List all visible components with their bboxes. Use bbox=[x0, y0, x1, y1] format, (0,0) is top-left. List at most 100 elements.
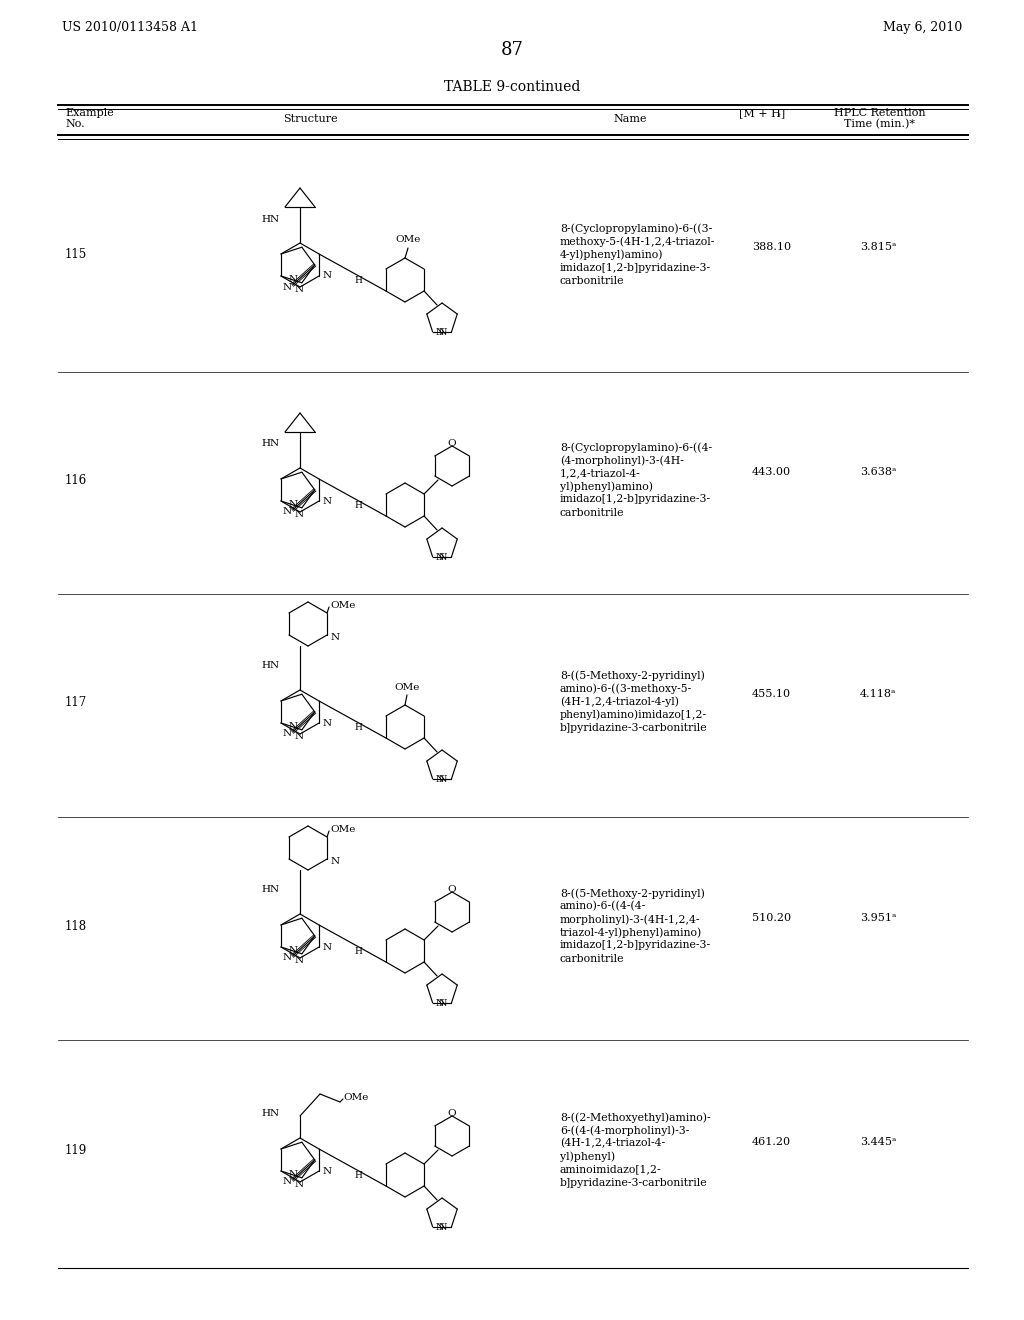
Text: 4-yl)phenyl)amino): 4-yl)phenyl)amino) bbox=[560, 249, 664, 260]
Text: yl)phenyl)amino): yl)phenyl)amino) bbox=[560, 482, 653, 492]
Text: 8-(Cyclopropylamino)-6-((3-: 8-(Cyclopropylamino)-6-((3- bbox=[560, 223, 713, 234]
Text: Structure: Structure bbox=[283, 114, 337, 124]
Text: (4H-1,2,4-triazol-4-: (4H-1,2,4-triazol-4- bbox=[560, 1138, 666, 1148]
Text: imidazo[1,2-b]pyridazine-3-: imidazo[1,2-b]pyridazine-3- bbox=[560, 263, 711, 273]
Text: N: N bbox=[323, 718, 331, 727]
Text: 87: 87 bbox=[501, 41, 523, 59]
Text: N: N bbox=[435, 329, 444, 338]
Text: H: H bbox=[354, 502, 362, 510]
Text: TABLE 9-continued: TABLE 9-continued bbox=[443, 81, 581, 94]
Text: N: N bbox=[435, 553, 444, 562]
Text: N: N bbox=[323, 942, 331, 952]
Text: N: N bbox=[323, 496, 331, 506]
Text: 8-((5-Methoxy-2-pyridinyl): 8-((5-Methoxy-2-pyridinyl) bbox=[560, 671, 705, 681]
Text: 455.10: 455.10 bbox=[752, 689, 792, 700]
Text: 118: 118 bbox=[65, 920, 87, 932]
Text: N: N bbox=[439, 1224, 447, 1233]
Text: N: N bbox=[439, 775, 447, 784]
Text: imidazo[1,2-b]pyridazine-3-: imidazo[1,2-b]pyridazine-3- bbox=[560, 495, 711, 504]
Text: N: N bbox=[283, 730, 292, 738]
Text: N: N bbox=[289, 946, 298, 956]
Text: H: H bbox=[354, 723, 362, 733]
Text: 8-((2-Methoxyethyl)amino)-: 8-((2-Methoxyethyl)amino)- bbox=[560, 1113, 711, 1123]
Text: N: N bbox=[295, 956, 304, 965]
Text: yl)phenyl): yl)phenyl) bbox=[560, 1151, 615, 1162]
Text: N: N bbox=[295, 510, 304, 519]
Text: amino)-6-((3-methoxy-5-: amino)-6-((3-methoxy-5- bbox=[560, 684, 692, 694]
Text: 116: 116 bbox=[65, 474, 87, 487]
Text: US 2010/0113458 A1: US 2010/0113458 A1 bbox=[62, 21, 198, 34]
Text: O: O bbox=[447, 886, 457, 895]
Text: 3.815ᵃ: 3.815ᵃ bbox=[860, 242, 896, 252]
Text: No.: No. bbox=[65, 119, 85, 129]
Text: OMe: OMe bbox=[330, 601, 355, 610]
Text: OMe: OMe bbox=[330, 825, 355, 833]
Text: 8-(Cyclopropylamino)-6-((4-: 8-(Cyclopropylamino)-6-((4- bbox=[560, 442, 712, 453]
Text: N: N bbox=[323, 1167, 331, 1176]
Text: H: H bbox=[354, 1171, 362, 1180]
Text: carbonitrile: carbonitrile bbox=[560, 953, 625, 964]
Text: Name: Name bbox=[613, 114, 647, 124]
Text: carbonitrile: carbonitrile bbox=[560, 507, 625, 517]
Text: phenyl)amino)imidazo[1,2-: phenyl)amino)imidazo[1,2- bbox=[560, 710, 708, 721]
Text: HN: HN bbox=[262, 661, 280, 671]
Text: aminoimidazo[1,2-: aminoimidazo[1,2- bbox=[560, 1164, 662, 1175]
Text: N: N bbox=[289, 500, 298, 510]
Text: N: N bbox=[435, 999, 444, 1008]
Text: N: N bbox=[283, 507, 292, 516]
Text: N: N bbox=[439, 553, 447, 562]
Text: 510.20: 510.20 bbox=[752, 913, 792, 923]
Text: H: H bbox=[354, 946, 362, 956]
Text: HN: HN bbox=[262, 440, 280, 449]
Text: N: N bbox=[295, 285, 304, 293]
Text: b]pyridazine-3-carbonitrile: b]pyridazine-3-carbonitrile bbox=[560, 1177, 708, 1188]
Text: 3.638ᵃ: 3.638ᵃ bbox=[860, 467, 896, 477]
Text: morpholinyl)-3-(4H-1,2,4-: morpholinyl)-3-(4H-1,2,4- bbox=[560, 915, 700, 925]
Text: N: N bbox=[289, 722, 298, 731]
Text: O: O bbox=[447, 1110, 457, 1118]
Text: N: N bbox=[330, 857, 339, 866]
Text: HN: HN bbox=[262, 1110, 280, 1118]
Text: HN: HN bbox=[262, 886, 280, 895]
Text: imidazo[1,2-b]pyridazine-3-: imidazo[1,2-b]pyridazine-3- bbox=[560, 940, 711, 950]
Text: N: N bbox=[330, 632, 339, 642]
Text: [M + H]: [M + H] bbox=[739, 108, 785, 117]
Text: OMe: OMe bbox=[395, 235, 421, 244]
Text: carbonitrile: carbonitrile bbox=[560, 276, 625, 286]
Text: N: N bbox=[283, 282, 292, 292]
Text: N: N bbox=[295, 731, 304, 741]
Text: N: N bbox=[295, 1180, 304, 1188]
Text: H: H bbox=[354, 276, 362, 285]
Text: N: N bbox=[283, 1177, 292, 1187]
Text: HPLC Retention: HPLC Retention bbox=[835, 108, 926, 117]
Text: 443.00: 443.00 bbox=[752, 467, 792, 477]
Text: (4-morpholinyl)-3-(4H-: (4-morpholinyl)-3-(4H- bbox=[560, 455, 684, 466]
Text: N: N bbox=[435, 775, 444, 784]
Text: N: N bbox=[439, 999, 447, 1008]
Text: 1,2,4-triazol-4-: 1,2,4-triazol-4- bbox=[560, 469, 641, 479]
Text: b]pyridazine-3-carbonitrile: b]pyridazine-3-carbonitrile bbox=[560, 723, 708, 733]
Text: 388.10: 388.10 bbox=[752, 242, 792, 252]
Text: OMe: OMe bbox=[343, 1093, 369, 1101]
Text: 117: 117 bbox=[65, 696, 87, 709]
Text: Example: Example bbox=[65, 108, 114, 117]
Text: 6-((4-(4-morpholinyl)-3-: 6-((4-(4-morpholinyl)-3- bbox=[560, 1125, 689, 1135]
Text: O: O bbox=[447, 440, 457, 449]
Text: N: N bbox=[439, 329, 447, 338]
Text: Time (min.)*: Time (min.)* bbox=[845, 119, 915, 129]
Text: N: N bbox=[289, 276, 298, 284]
Text: triazol-4-yl)phenyl)amino): triazol-4-yl)phenyl)amino) bbox=[560, 927, 702, 937]
Text: OMe: OMe bbox=[394, 682, 420, 692]
Text: 3.445ᵃ: 3.445ᵃ bbox=[860, 1137, 896, 1147]
Text: N: N bbox=[435, 1224, 444, 1233]
Text: 4.118ᵃ: 4.118ᵃ bbox=[860, 689, 896, 700]
Text: 461.20: 461.20 bbox=[752, 1137, 792, 1147]
Text: methoxy-5-(4H-1,2,4-triazol-: methoxy-5-(4H-1,2,4-triazol- bbox=[560, 236, 716, 247]
Text: 8-((5-Methoxy-2-pyridinyl): 8-((5-Methoxy-2-pyridinyl) bbox=[560, 888, 705, 899]
Text: N: N bbox=[323, 272, 331, 281]
Text: N: N bbox=[289, 1171, 298, 1179]
Text: (4H-1,2,4-triazol-4-yl): (4H-1,2,4-triazol-4-yl) bbox=[560, 697, 679, 708]
Text: N: N bbox=[283, 953, 292, 962]
Text: 115: 115 bbox=[65, 248, 87, 261]
Text: amino)-6-((4-(4-: amino)-6-((4-(4- bbox=[560, 902, 646, 912]
